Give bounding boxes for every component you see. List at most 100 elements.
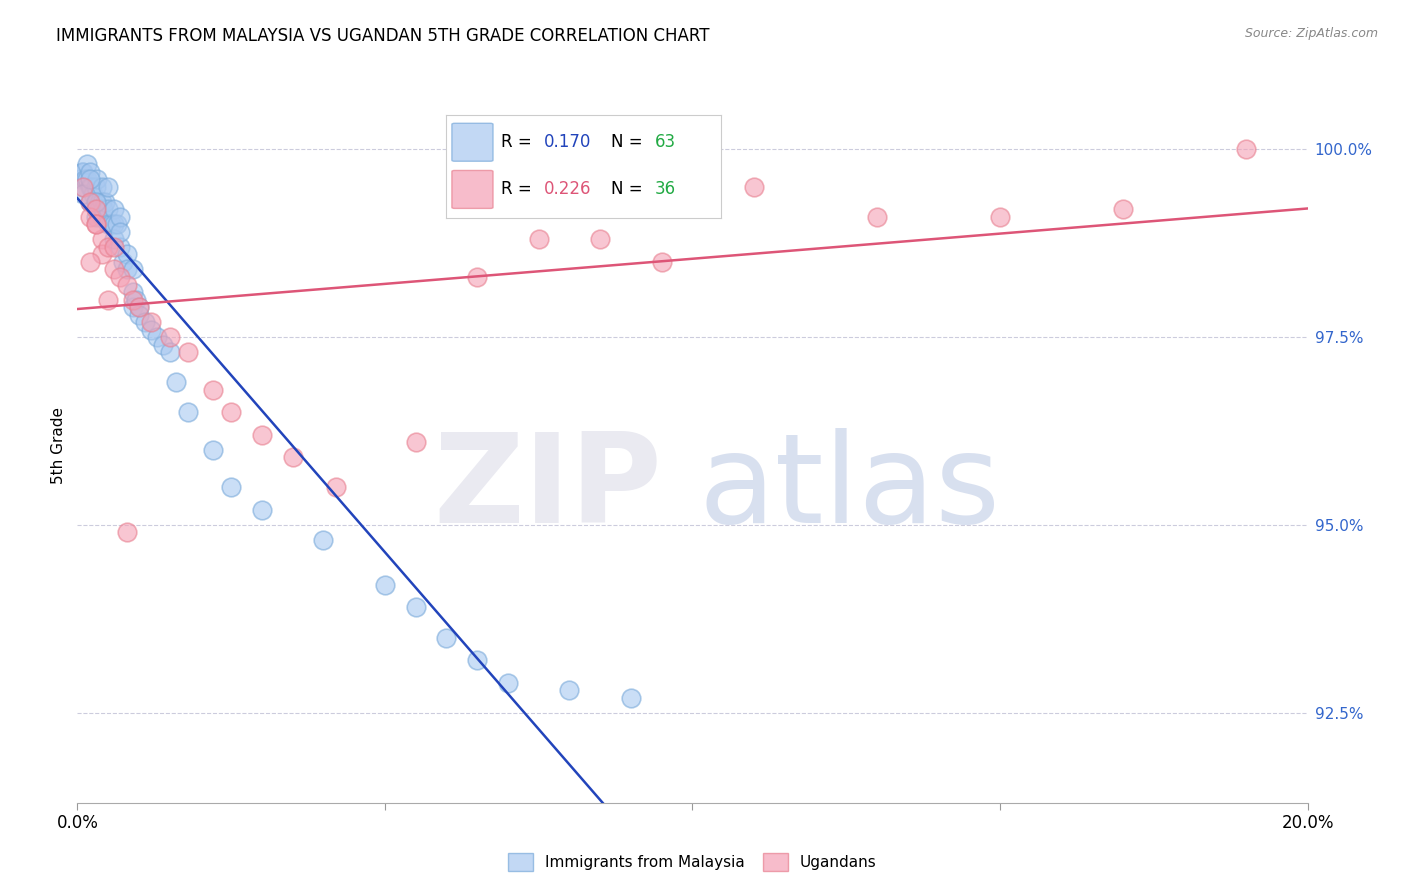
Point [79, 179, 101, 194]
Text: R =: R = [502, 180, 531, 198]
Point [84, 210, 107, 224]
Point [405, 435, 427, 450]
Point [94, 194, 117, 209]
Point [79, 165, 101, 179]
Point [90, 232, 114, 246]
Point [1234, 142, 1257, 156]
Point [72, 165, 94, 179]
Text: 36: 36 [655, 180, 676, 198]
Point [465, 653, 488, 667]
Point [436, 631, 458, 645]
Point [82, 187, 104, 202]
Point [103, 262, 125, 277]
Point [97, 202, 120, 217]
Point [325, 480, 347, 494]
Point [866, 210, 889, 224]
Point [177, 345, 200, 359]
Point [103, 218, 125, 232]
Point [97, 240, 120, 254]
Text: 63: 63 [655, 133, 676, 151]
Point [374, 578, 396, 592]
Point [121, 262, 143, 277]
Text: R =: R = [502, 133, 531, 151]
Point [159, 345, 181, 359]
Text: 0.226: 0.226 [544, 180, 592, 198]
Text: ZIP: ZIP [433, 428, 662, 549]
Point [589, 232, 612, 246]
Point [84, 179, 107, 194]
Point [110, 240, 132, 254]
Point [141, 315, 163, 329]
Point [105, 218, 128, 232]
Point [86, 172, 108, 186]
Point [90, 210, 114, 224]
Point [91, 202, 114, 217]
Point [115, 525, 138, 540]
Point [70, 165, 93, 179]
Point [128, 308, 150, 322]
Point [72, 187, 94, 202]
Point [558, 683, 581, 698]
Point [128, 300, 150, 314]
Point [141, 322, 163, 336]
Point [72, 179, 94, 194]
Point [72, 179, 94, 194]
Point [177, 405, 200, 419]
Point [79, 172, 101, 186]
Point [125, 293, 148, 307]
Point [1112, 202, 1135, 217]
Text: 0.170: 0.170 [544, 133, 591, 151]
Legend: Immigrants from Malaysia, Ugandans: Immigrants from Malaysia, Ugandans [502, 847, 883, 877]
Point [103, 232, 125, 246]
Point [250, 503, 273, 517]
Point [76, 172, 98, 186]
Point [134, 315, 156, 329]
Point [100, 218, 122, 232]
Text: atlas: atlas [699, 428, 1001, 549]
Point [79, 255, 101, 269]
Text: N =: N = [610, 180, 643, 198]
Point [84, 194, 107, 209]
Text: N =: N = [610, 133, 643, 151]
Point [121, 293, 143, 307]
Point [115, 277, 138, 292]
Point [250, 427, 273, 442]
Point [115, 247, 138, 261]
Point [115, 262, 138, 277]
Point [651, 255, 673, 269]
Point [97, 179, 120, 194]
Point [103, 240, 125, 254]
Point [97, 218, 120, 232]
Point [84, 218, 107, 232]
Point [496, 675, 519, 690]
Point [465, 270, 488, 285]
Point [527, 232, 550, 246]
Point [79, 210, 101, 224]
Point [69, 172, 91, 186]
Point [87, 202, 110, 217]
Point [152, 337, 174, 351]
Point [112, 255, 135, 269]
Point [97, 293, 120, 307]
Point [84, 202, 107, 217]
Point [146, 330, 169, 344]
Point [84, 218, 107, 232]
Point [110, 225, 132, 239]
Point [121, 300, 143, 314]
Point [110, 210, 132, 224]
Point [121, 285, 143, 299]
Point [405, 600, 427, 615]
Point [73, 172, 96, 186]
Point [103, 202, 125, 217]
Point [110, 270, 132, 285]
FancyBboxPatch shape [451, 123, 494, 161]
Point [165, 375, 187, 389]
Point [159, 330, 181, 344]
Point [219, 405, 242, 419]
FancyBboxPatch shape [451, 170, 494, 209]
Point [84, 194, 107, 209]
Text: IMMIGRANTS FROM MALAYSIA VS UGANDAN 5TH GRADE CORRELATION CHART: IMMIGRANTS FROM MALAYSIA VS UGANDAN 5TH … [56, 27, 710, 45]
Point [76, 157, 98, 171]
Point [90, 179, 114, 194]
Point [201, 383, 224, 397]
